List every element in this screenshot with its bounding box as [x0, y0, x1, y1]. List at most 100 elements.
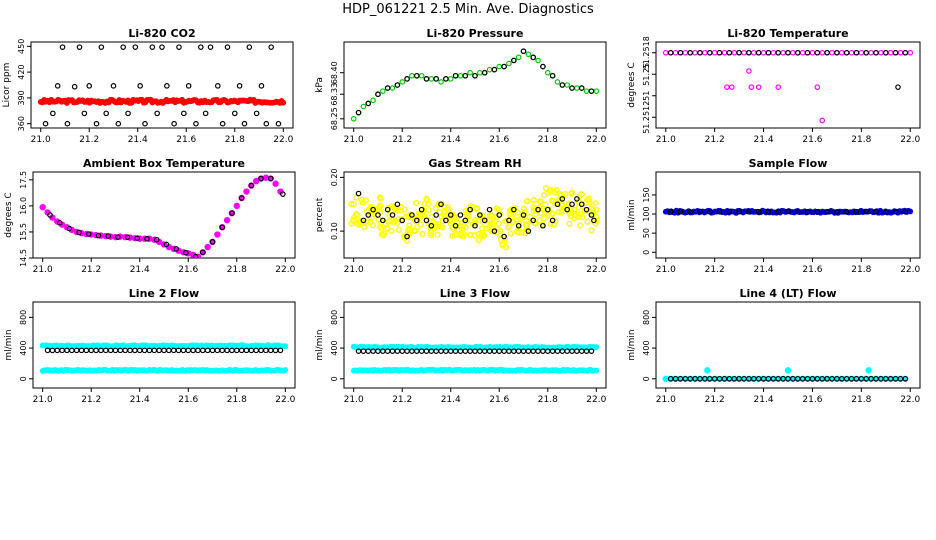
- data-point-magenta: [770, 49, 777, 56]
- chart-panel-line3: Line 3 Flow ml/min 21.0 21.2 21.4 21.6 21.8 22.…: [315, 287, 607, 405]
- data-point-yellow: [577, 222, 584, 229]
- data-point-green: [544, 69, 551, 76]
- data-point-black: [132, 347, 138, 354]
- data-point-yellow: [359, 199, 366, 206]
- data-point-black: [219, 120, 226, 127]
- data-point-magenta: [790, 49, 796, 56]
- data-point-yellow: [495, 220, 502, 227]
- data-point-green: [535, 57, 541, 64]
- data-point-black: [530, 54, 537, 61]
- data-point-magenta: [721, 49, 728, 56]
- x-tick-label: 22.0: [586, 265, 606, 275]
- x-tick-label: 21.8: [851, 135, 871, 145]
- data-point-yellow: [406, 225, 413, 232]
- data-point-green: [564, 82, 570, 88]
- data-point-black: [726, 49, 733, 56]
- data-point-black: [236, 83, 243, 89]
- x-tick-label: 21.2: [81, 265, 101, 275]
- data-point-black: [103, 110, 110, 117]
- data-point-black: [564, 206, 570, 213]
- data-point-black: [423, 76, 430, 82]
- data-point-black: [443, 76, 449, 82]
- chart-title: Line 4 (LT) Flow: [740, 287, 837, 300]
- data-point-magenta: [272, 180, 279, 187]
- y-tick-label: 0: [642, 376, 651, 381]
- x-tick-label: 21.6: [178, 265, 198, 275]
- data-point-green: [418, 72, 425, 79]
- data-point-black: [892, 49, 899, 56]
- data-point-black: [667, 49, 674, 56]
- y-axis-label: degrees C: [627, 62, 637, 107]
- series-layer: [662, 49, 914, 124]
- data-point-black: [794, 49, 801, 56]
- data-point-magenta: [838, 49, 845, 56]
- y-axis-label: percent: [315, 197, 325, 232]
- x-tick-label: 21.0: [344, 395, 364, 405]
- data-point-black: [173, 246, 179, 252]
- data-point-yellow: [489, 221, 496, 228]
- data-point-magenta: [682, 49, 689, 56]
- data-point-black: [200, 249, 206, 256]
- data-point-black: [814, 208, 821, 215]
- data-point-green: [447, 76, 454, 82]
- data-point-black: [370, 206, 376, 213]
- data-point-green: [389, 85, 396, 91]
- data-point-black: [209, 239, 216, 245]
- y-tick-label: 800: [642, 310, 651, 325]
- data-point-black: [578, 201, 585, 208]
- data-point-black: [902, 375, 909, 382]
- chart-title: Sample Flow: [749, 157, 828, 170]
- data-point-yellow: [445, 206, 452, 213]
- data-point-yellow: [413, 199, 420, 207]
- y-tick-label: 0: [19, 376, 28, 381]
- plot-frame: [655, 301, 921, 389]
- data-point-black: [736, 208, 742, 215]
- data-point-black: [93, 120, 100, 127]
- chart-panel-temperature: Li-820 Temperature degrees C 21.0 21.2 21.4 2…: [627, 27, 921, 145]
- data-point-black: [66, 225, 73, 232]
- data-point-black: [224, 44, 231, 50]
- data-point-yellow: [549, 210, 556, 217]
- data-point-yellow: [437, 223, 444, 230]
- data-point-yellow: [363, 218, 370, 225]
- data-point-green: [515, 54, 522, 61]
- data-point-yellow: [578, 191, 586, 198]
- data-point-yellow: [421, 200, 428, 207]
- data-point-yellow: [503, 218, 510, 225]
- data-point-black: [238, 195, 245, 201]
- data-point-yellow: [568, 189, 575, 196]
- data-point-yellow: [363, 208, 371, 215]
- data-point-yellow: [421, 213, 428, 220]
- data-point-black: [365, 100, 372, 107]
- page-title: HDP_061221 2.5 Min. Ave. Diagnostics: [342, 2, 594, 17]
- x-tick-label: 22.0: [900, 135, 920, 145]
- data-point-magenta: [814, 84, 821, 90]
- data-point-magenta: [214, 231, 221, 238]
- data-point-yellow: [378, 231, 386, 238]
- data-point-black: [687, 208, 694, 215]
- data-point-yellow: [481, 232, 488, 239]
- data-point-black: [902, 49, 909, 56]
- x-tick-label: 21.0: [344, 135, 364, 145]
- data-point-black: [486, 206, 493, 213]
- data-point-yellow: [377, 202, 384, 209]
- data-point-black: [520, 48, 527, 55]
- y-tick-label: 16.0: [19, 197, 28, 215]
- data-point-black: [574, 196, 580, 202]
- data-point-yellow: [514, 209, 521, 216]
- data-point-black: [447, 212, 454, 218]
- data-point-cyan: [784, 367, 792, 374]
- x-tick-label: 21.8: [538, 395, 558, 405]
- data-point-yellow: [552, 218, 559, 225]
- data-point-yellow: [512, 217, 520, 224]
- data-point-yellow: [551, 200, 559, 207]
- data-point-black: [824, 49, 830, 56]
- data-point-black: [42, 120, 49, 127]
- data-point-black: [882, 208, 889, 215]
- data-point-black: [706, 49, 713, 56]
- data-point-black: [183, 249, 189, 256]
- data-point-black: [272, 347, 279, 354]
- data-point-cyan: [282, 367, 289, 373]
- data-point-black: [47, 212, 53, 218]
- chart-panel-sample-flow: Sample Flow ml/min 21.0 21.2 21.4 21.6 21.8 22.…: [627, 157, 921, 275]
